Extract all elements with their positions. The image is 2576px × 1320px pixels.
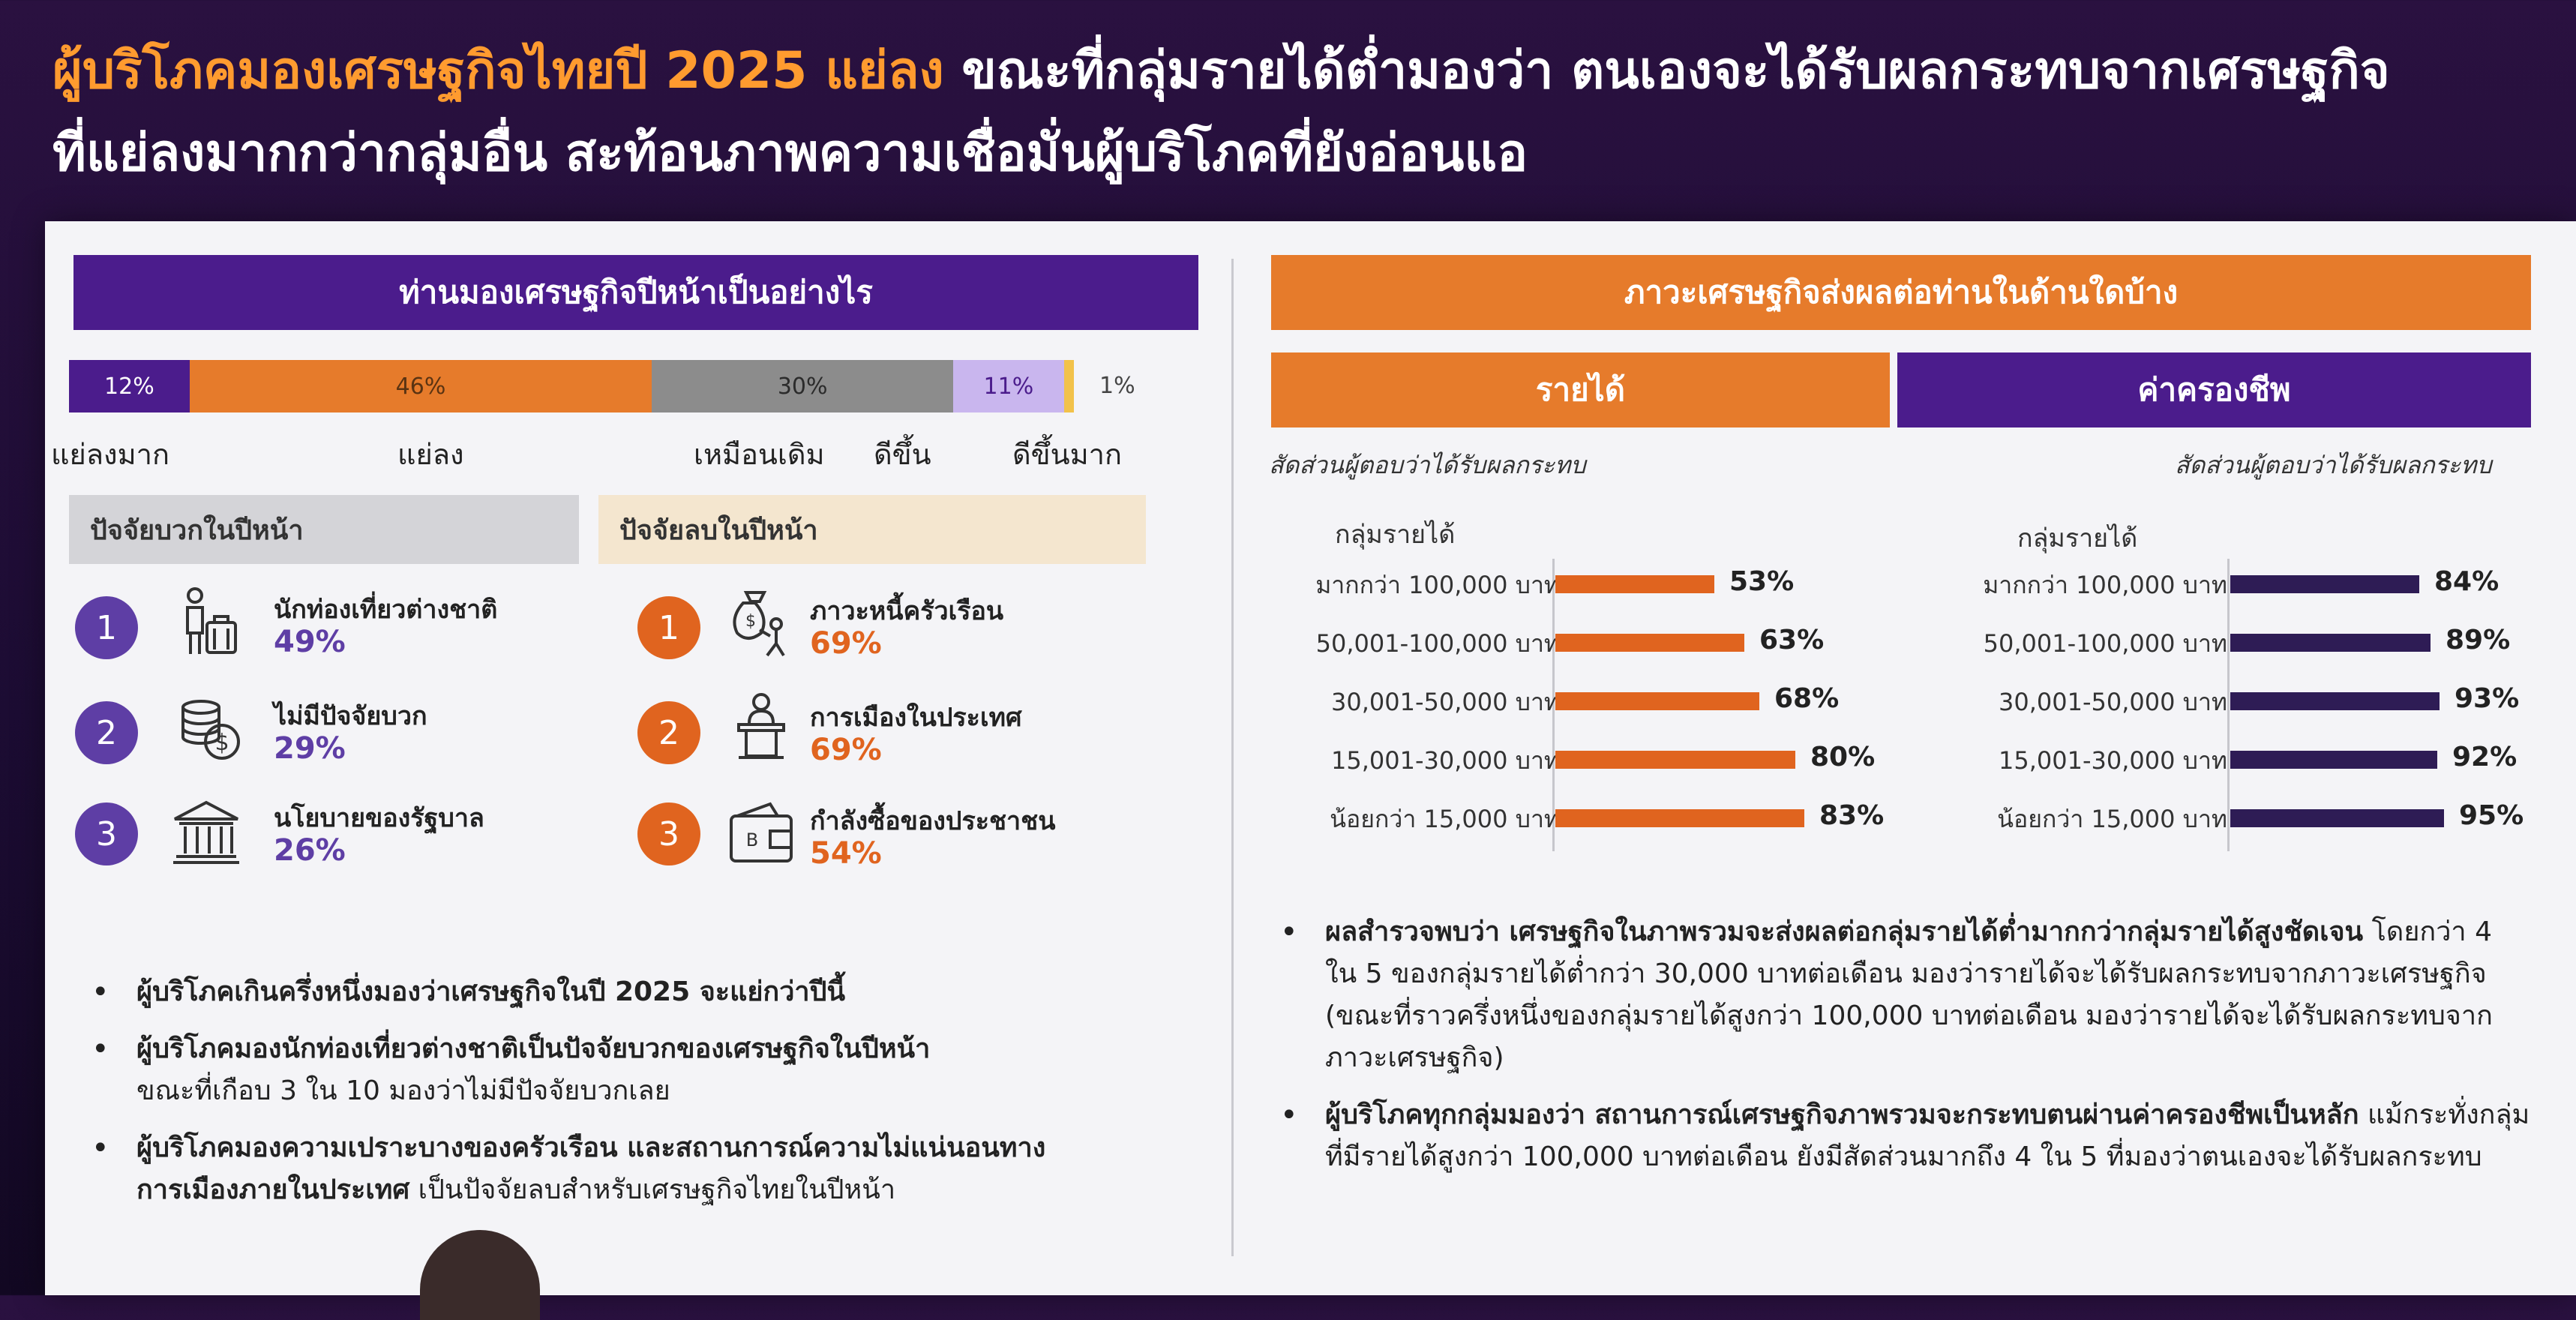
debt-bag-icon: $ xyxy=(733,591,785,657)
impact-bar-value: 89% xyxy=(2446,625,2511,656)
income-note: สัดส่วนผู้ตอบว่าได้รับผลกระทบ xyxy=(1269,451,1586,479)
outlook-segment: 1% xyxy=(1063,360,1135,412)
positive-label-2: ไม่มีปัจจัยบวก xyxy=(274,701,427,731)
svg-text:$: $ xyxy=(214,730,229,756)
outlook-segment: 30% xyxy=(652,360,954,412)
impact-bar xyxy=(1555,634,1744,652)
income-group-label: 30,001-50,000 บาท xyxy=(1998,688,2227,716)
negative-rank-1: 1 xyxy=(637,596,700,659)
positive-pct-1: 49% xyxy=(274,625,346,659)
impact-bar-value: 53% xyxy=(1729,566,1795,597)
income-group-label: 15,001-30,000 บาท xyxy=(1998,746,2227,775)
slide-headline: ผู้บริโภคมองเศรษฐกิจไทยปี 2025 แย่ลง ขณะ… xyxy=(52,30,2527,195)
cost-note: สัดส่วนผู้ตอบว่าได้รับผลกระทบ xyxy=(2175,451,2492,479)
outlook-stacked-bar: 12% 46% 30% 11% 1% xyxy=(69,360,1135,412)
negative-rank-2: 2 xyxy=(637,701,700,764)
impact-title-bar: ภาวะเศรษฐกิจส่งผลต่อท่านในด้านใดบ้าง xyxy=(1271,255,2531,330)
outlook-segment: 46% xyxy=(189,360,652,412)
impact-bar-value: 80% xyxy=(1810,742,1876,772)
impact-bar-value: 68% xyxy=(1774,683,1840,714)
negative-pct-1: 69% xyxy=(810,626,882,661)
left-summary-bullets: • ผู้บริโภคเกินครึ่งหนึ่งมองว่าเศรษฐกิจใน… xyxy=(82,971,1192,1226)
svg-text:B: B xyxy=(746,830,758,850)
positive-label-3: นโยบายของรัฐบาล xyxy=(274,803,484,833)
income-group-label: 15,001-30,000 บาท xyxy=(1330,746,1560,775)
income-group-header: กลุ่มรายได้ xyxy=(1335,520,1456,550)
government-building-icon xyxy=(173,800,239,864)
positive-label-1: นักท่องเที่ยวต่างชาติ xyxy=(274,595,498,625)
impact-bar xyxy=(1555,692,1759,710)
impact-bar xyxy=(2230,751,2437,769)
negative-factors-header: ปัจจัยลบในปีหน้า xyxy=(598,495,1146,564)
positive-rank-3: 3 xyxy=(75,802,138,866)
positive-factors-header: ปัจจัยบวกในปีหน้า xyxy=(69,495,579,564)
impact-bar xyxy=(1555,575,1714,593)
outlook-segment-label: 11% xyxy=(983,373,1034,400)
positive-pct-3: 26% xyxy=(274,833,346,868)
panel-divider xyxy=(1231,259,1234,1256)
impact-bar-value: 93% xyxy=(2455,683,2520,714)
income-group-label: น้อยกว่า 15,000 บาท xyxy=(1997,805,2227,833)
right-summary-bullets: • ผลสำรวจพบว่า เศรษฐกิจในภาพรวมจะส่งผลต่อ… xyxy=(1271,911,2531,1193)
outlook-segment-label: 30% xyxy=(777,373,828,400)
outlook-segment-label: 46% xyxy=(395,373,446,400)
impact-bar xyxy=(2230,575,2419,593)
impact-bar xyxy=(2230,809,2444,827)
headline-line-2: ที่แย่ลงมากกว่ากลุ่มอื่น สะท้อนภาพความเช… xyxy=(52,124,1528,183)
outlook-segment-label: 12% xyxy=(104,373,154,400)
outlook-segment: 12% xyxy=(69,360,190,412)
income-group-label: 50,001-100,000 บาท xyxy=(1315,629,1560,658)
left-bullet-1: • ผู้บริโภคเกินครึ่งหนึ่งมองว่าเศรษฐกิจใน… xyxy=(91,975,846,1010)
income-group-label: มากกว่า 100,000 บาท xyxy=(1983,571,2227,599)
coins-icon: $ xyxy=(181,700,240,760)
positive-rank-2: 2 xyxy=(75,701,138,764)
positive-rank-1: 1 xyxy=(75,596,138,659)
income-tab: รายได้ xyxy=(1271,352,1890,428)
impact-bar-value: 92% xyxy=(2452,742,2518,772)
podium-speaker-icon xyxy=(737,693,785,759)
impact-bar xyxy=(2230,692,2440,710)
outlook-segment: 11% xyxy=(953,360,1064,412)
right-bullet-2: • ผู้บริโภคทุกกลุ่มมองว่า สถานการณ์เศรษฐก… xyxy=(1280,1098,2530,1172)
impact-bar-value: 95% xyxy=(2459,800,2524,831)
income-group-label: 30,001-50,000 บาท xyxy=(1330,688,1560,716)
content-panel: ท่านมองเศรษฐกิจปีหน้าเป็นอย่างไร 12% 46% 3… xyxy=(45,221,2576,1295)
headline-line-1: ผู้บริโภคมองเศรษฐกิจไทยปี 2025 แย่ลง ขณะ… xyxy=(52,30,2527,112)
impact-bar-value: 63% xyxy=(1759,625,1825,656)
outlook-title-bar: ท่านมองเศรษฐกิจปีหน้าเป็นอย่างไร xyxy=(73,255,1198,330)
cost-of-living-tab: ค่าครองชีพ xyxy=(1897,352,2531,428)
negative-pct-2: 69% xyxy=(810,733,882,767)
positive-pct-2: 29% xyxy=(274,731,346,766)
headline-highlight: ผู้บริโภคมองเศรษฐกิจไทยปี 2025 แย่ลง xyxy=(52,41,944,100)
impact-bar xyxy=(2230,634,2431,652)
negative-label-1: ภาวะหนี้ครัวเรือน xyxy=(810,596,1004,626)
negative-label-2: การเมืองในประเทศ xyxy=(810,703,1022,733)
outlook-category-label: ดีขึ้น xyxy=(874,438,931,471)
outlook-segment-label: 1% xyxy=(1099,373,1135,399)
outlook-category-label: ดีขึ้นมาก xyxy=(1012,438,1123,471)
impact-bar-value: 84% xyxy=(2434,566,2500,597)
income-group-label: น้อยกว่า 15,000 บาท xyxy=(1330,805,1560,833)
income-group-label: มากกว่า 100,000 บาท xyxy=(1315,571,1560,599)
cost-group-header: กลุ่มรายได้ xyxy=(2017,524,2138,554)
tourist-icon xyxy=(186,587,237,654)
impact-bar-value: 83% xyxy=(1819,800,1885,831)
outlook-category-label: แย่ลงมาก xyxy=(51,438,169,471)
impact-bar xyxy=(1555,809,1804,827)
headline-rest: ขณะที่กลุ่มรายได้ต่ำมองว่า ตนเองจะได้รับ… xyxy=(943,41,2390,100)
outlook-category-label: แย่ลง xyxy=(397,438,464,471)
left-bullet-2: • ผู้บริโภคมองนักท่องเที่ยวต่างชาติเป็นปั… xyxy=(91,1032,931,1106)
bar-chart-axis xyxy=(2227,559,2230,851)
wallet-icon: B xyxy=(730,802,793,862)
outlook-category-label: เหมือนเดิม xyxy=(694,438,825,471)
left-bullet-3: • ผู้บริโภคมองความเปราะบางของครัวเรือน แล… xyxy=(91,1131,1046,1205)
negative-pct-3: 54% xyxy=(810,836,882,871)
negative-rank-3: 3 xyxy=(637,802,700,866)
negative-label-3: กำลังซื้อของประชาชน xyxy=(810,806,1056,836)
svg-text:$: $ xyxy=(745,612,756,631)
bar-chart-axis xyxy=(1552,559,1555,851)
income-group-label: 50,001-100,000 บาท xyxy=(1983,629,2227,658)
right-bullet-1: • ผลสำรวจพบว่า เศรษฐกิจในภาพรวมจะส่งผลต่อ… xyxy=(1280,915,2493,1073)
impact-bar xyxy=(1555,751,1795,769)
